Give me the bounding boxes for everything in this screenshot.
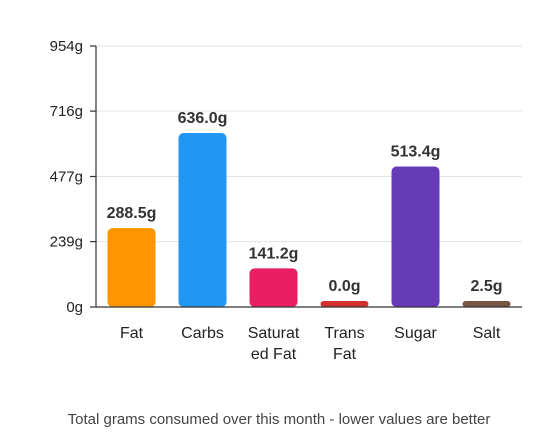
bar-value-label: 141.2g (249, 245, 299, 262)
chart-caption: Total grams consumed over this month - l… (67, 411, 491, 428)
bar (462, 301, 511, 307)
bar-value-label: 2.5g (470, 278, 502, 295)
x-category-label: Saturat (248, 325, 300, 342)
bar-value-label: 0.0g (328, 278, 360, 295)
value-labels: 288.5g 636.0g 141.2g 0.0g 513.4g 2.5g (107, 110, 503, 295)
bar (320, 301, 369, 307)
bar-value-label: 636.0g (178, 110, 228, 127)
bar (178, 133, 227, 307)
y-tick-label: 477g (50, 169, 83, 186)
x-category-label: Trans (324, 325, 364, 342)
y-tick-label: 716g (50, 103, 83, 120)
y-tick-label: 954g (50, 38, 83, 55)
bar-value-label: 513.4g (391, 144, 441, 161)
x-category-label: ed Fat (251, 346, 297, 363)
x-category-label: Fat (120, 325, 144, 342)
grid-lines (96, 45, 522, 243)
x-axis-labels: Fat Carbs Saturat ed Fat Trans Fat Sugar Salt (120, 325, 501, 363)
x-category-label: Carbs (181, 325, 224, 342)
bar (249, 268, 298, 307)
bar-value-label: 288.5g (107, 205, 157, 222)
y-axis-ticks: 0g 239g 477g 716g 954g (50, 38, 97, 316)
x-category-label: Sugar (394, 325, 437, 342)
bar (107, 228, 156, 307)
bars (107, 133, 511, 307)
x-category-label: Fat (333, 346, 357, 363)
nutrition-bar-chart: 0g 239g 477g 716g 954g 288.5g 636.0g 141.2g 0.0… (50, 38, 522, 363)
x-category-label: Salt (473, 325, 501, 342)
y-tick-label: 239g (50, 234, 83, 251)
bar (391, 166, 440, 307)
y-tick-label: 0g (66, 299, 83, 316)
